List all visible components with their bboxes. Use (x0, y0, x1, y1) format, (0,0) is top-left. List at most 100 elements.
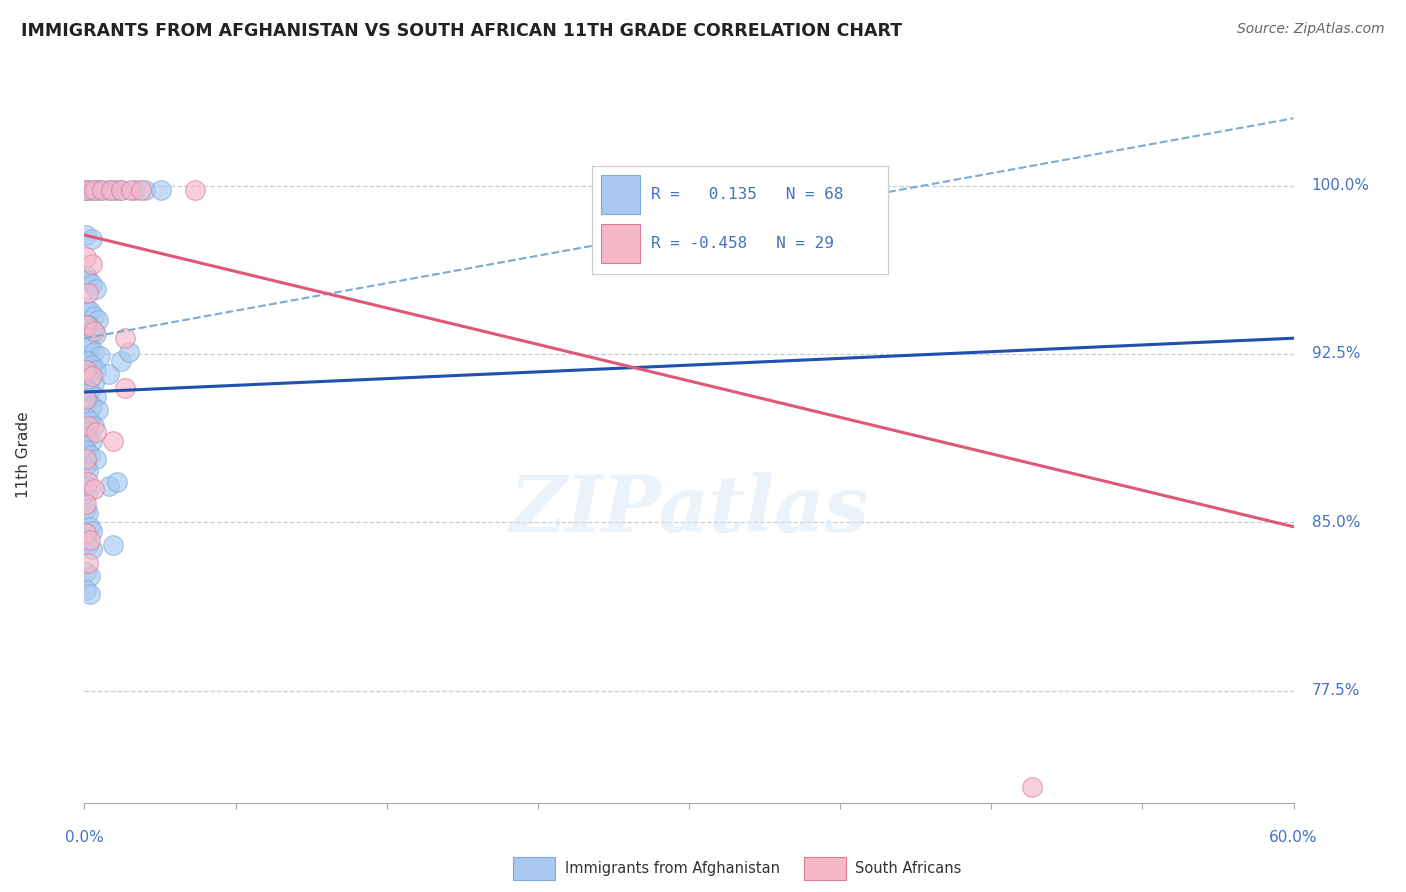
Point (75, 392, 97, 406)
Point (77, 506, 100, 520)
Point (77, 273, 100, 287)
Point (75, 381, 97, 395)
Point (79, 414, 101, 428)
Point (79, 304, 101, 318)
Point (149, 183, 172, 197)
Point (101, 538, 124, 552)
Point (82, 232, 104, 246)
Point (83, 482, 105, 496)
Point (75, 227, 97, 242)
Point (86, 452, 108, 467)
Point (83, 418, 105, 433)
Point (75, 268, 97, 283)
Point (79, 183, 101, 197)
Point (77, 394, 100, 409)
Text: 11th Grade: 11th Grade (17, 411, 31, 499)
Point (89, 349, 111, 363)
Point (75, 183, 97, 197)
Point (77, 475, 100, 489)
Point (86, 282, 108, 296)
Point (104, 183, 127, 197)
Text: 0.0%: 0.0% (65, 830, 104, 845)
Point (75, 497, 97, 511)
Point (79, 587, 101, 601)
Point (114, 331, 136, 345)
Point (83, 325, 105, 339)
Point (77, 430, 100, 444)
Point (114, 381, 136, 395)
Point (86, 362, 108, 376)
Point (79, 448, 101, 462)
Bar (602, 175, 640, 213)
Text: IMMIGRANTS FROM AFGHANISTAN VS SOUTH AFRICAN 11TH GRADE CORRELATION CHART: IMMIGRANTS FROM AFGHANISTAN VS SOUTH AFR… (21, 22, 903, 40)
Point (79, 385, 101, 400)
Point (75, 582, 97, 597)
Text: South Africans: South Africans (855, 862, 962, 876)
Point (83, 376, 105, 390)
Point (101, 434, 124, 449)
Point (79, 371, 101, 385)
Text: 92.5%: 92.5% (1312, 346, 1360, 361)
Point (118, 344, 141, 359)
Point (77, 353, 100, 368)
Text: ZIPatlas: ZIPatlas (509, 473, 869, 549)
Point (75, 251, 97, 265)
Point (82, 399, 104, 413)
Point (86, 425, 108, 440)
Text: R =   0.135   N = 68: R = 0.135 N = 68 (651, 186, 844, 202)
Point (82, 369, 104, 384)
Point (83, 344, 105, 359)
Point (75, 565, 97, 579)
Point (83, 183, 105, 197)
Point (110, 183, 132, 197)
Point (75, 362, 97, 376)
Point (82, 434, 104, 449)
Point (83, 309, 105, 323)
Point (110, 183, 132, 197)
Point (79, 520, 101, 534)
Point (75, 183, 97, 197)
Point (75, 501, 97, 516)
Point (82, 524, 104, 539)
Point (97, 183, 120, 197)
Point (75, 318, 97, 332)
Point (124, 183, 146, 197)
Text: 77.5%: 77.5% (1312, 683, 1360, 698)
Point (91, 183, 114, 197)
Point (79, 340, 101, 354)
Point (79, 569, 101, 583)
Point (75, 479, 97, 493)
Point (120, 183, 142, 197)
Point (75, 526, 97, 541)
Point (86, 390, 108, 404)
Point (75, 335, 97, 350)
Text: 85.0%: 85.0% (1312, 515, 1360, 530)
Point (75, 443, 97, 458)
Point (97, 479, 120, 493)
Bar (602, 225, 640, 263)
Point (82, 277, 104, 292)
Point (86, 183, 108, 197)
Point (77, 464, 100, 478)
Text: Immigrants from Afghanistan: Immigrants from Afghanistan (565, 862, 780, 876)
Point (100, 183, 122, 197)
Point (134, 183, 156, 197)
Point (77, 318, 100, 332)
Point (77, 483, 100, 498)
Point (97, 367, 120, 381)
Point (82, 542, 104, 557)
Text: 60.0%: 60.0% (1270, 830, 1317, 845)
Point (87, 403, 110, 417)
Text: Source: ZipAtlas.com: Source: ZipAtlas.com (1237, 22, 1385, 37)
Point (129, 183, 152, 197)
Point (86, 326, 108, 341)
Point (77, 418, 100, 433)
Text: 100.0%: 100.0% (1312, 178, 1369, 193)
Point (87, 313, 110, 327)
Point (89, 183, 111, 197)
Point (82, 358, 104, 372)
Point (110, 353, 132, 368)
Point (75, 452, 97, 467)
Point (75, 459, 97, 474)
Point (184, 183, 207, 197)
